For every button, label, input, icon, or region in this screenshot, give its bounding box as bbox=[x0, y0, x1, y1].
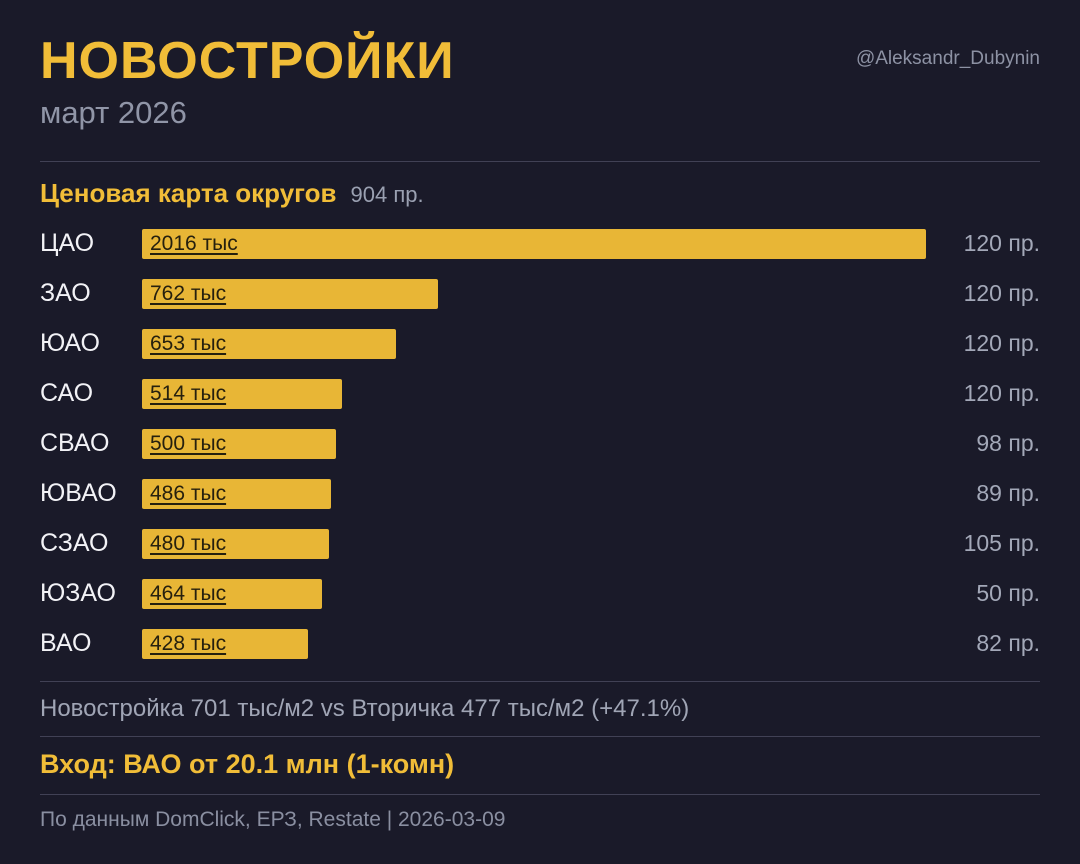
chart-row: САО 514 тыс 120 пр. bbox=[40, 369, 1040, 419]
price-bar: 653 тыс bbox=[142, 328, 396, 359]
offers-count: 105 пр. bbox=[963, 530, 1040, 557]
price-bar: 762 тыс bbox=[142, 278, 439, 309]
offers-count: 82 пр. bbox=[976, 630, 1040, 657]
price-bar: 500 тыс bbox=[142, 428, 337, 459]
bar-track: 762 тыс bbox=[142, 278, 926, 309]
offers-count: 120 пр. bbox=[963, 330, 1040, 357]
bar-track: 500 тыс bbox=[142, 428, 926, 459]
divider-chart-bottom bbox=[40, 680, 1040, 682]
chart-row: ВАО 428 тыс 82 пр. bbox=[40, 619, 1040, 669]
district-label: ЮАО bbox=[40, 329, 100, 358]
bar-value-label: 464 тыс bbox=[150, 581, 227, 605]
price-bar: 2016 тыс bbox=[142, 228, 926, 259]
section-offer-count: 904 пр. bbox=[350, 181, 424, 207]
market-comparison-line: Новостройка 701 тыс/м2 vs Вторичка 477 т… bbox=[40, 694, 690, 722]
district-label: ЮВАО bbox=[40, 479, 117, 508]
bar-value-label: 428 тыс bbox=[150, 631, 227, 655]
header: @Aleksandr_Dubynin НОВОСТРОЙКИ март 2026 bbox=[40, 34, 1040, 131]
district-label: СЗАО bbox=[40, 529, 109, 558]
chart-row: ЦАО 2016 тыс 120 пр. bbox=[40, 219, 1040, 269]
divider-comparison bbox=[40, 735, 1040, 737]
price-bar: 428 тыс bbox=[142, 628, 309, 659]
bar-value-label: 500 тыс bbox=[150, 431, 227, 455]
bar-value-label: 514 тыс bbox=[150, 381, 227, 405]
entry-price-line: Вход: ВАО от 20.1 млн (1-комн) bbox=[40, 748, 455, 779]
offers-count: 120 пр. bbox=[963, 280, 1040, 307]
bar-track: 480 тыс bbox=[142, 528, 926, 559]
price-bar: 480 тыс bbox=[142, 528, 329, 559]
bar-value-label: 486 тыс bbox=[150, 481, 227, 505]
offers-count: 50 пр. bbox=[976, 580, 1040, 607]
district-label: ЦАО bbox=[40, 229, 95, 258]
bar-value-label: 2016 тыс bbox=[150, 231, 238, 255]
district-label: ЗАО bbox=[40, 279, 91, 308]
chart-row: СЗАО 480 тыс 105 пр. bbox=[40, 519, 1040, 569]
district-label: СВАО bbox=[40, 429, 110, 458]
offers-count: 120 пр. bbox=[963, 380, 1040, 407]
price-bar: 486 тыс bbox=[142, 478, 331, 509]
bar-value-label: 762 тыс bbox=[150, 281, 227, 305]
bar-track: 428 тыс bbox=[142, 628, 926, 659]
bar-track: 486 тыс bbox=[142, 478, 926, 509]
bar-value-label: 480 тыс bbox=[150, 531, 227, 555]
district-label: ЮЗАО bbox=[40, 579, 116, 608]
bar-value-label: 653 тыс bbox=[150, 331, 227, 355]
page-subtitle: март 2026 bbox=[40, 94, 187, 130]
bar-track: 653 тыс bbox=[142, 328, 926, 359]
price-bar: 514 тыс bbox=[142, 378, 342, 409]
page-title: НОВОСТРОЙКИ bbox=[40, 32, 455, 90]
offers-count: 120 пр. bbox=[963, 230, 1040, 257]
district-label: САО bbox=[40, 379, 94, 408]
chart-row: ЮАО 653 тыс 120 пр. bbox=[40, 319, 1040, 369]
bar-track: 2016 тыс bbox=[142, 228, 926, 259]
divider-top bbox=[40, 160, 1040, 162]
offers-count: 98 пр. bbox=[976, 430, 1040, 457]
bar-track: 464 тыс bbox=[142, 578, 926, 609]
author-handle: @Aleksandr_Dubynin bbox=[855, 48, 1040, 69]
chart-row: ЮЗАО 464 тыс 50 пр. bbox=[40, 569, 1040, 619]
district-price-bar-chart: ЦАО 2016 тыс 120 пр. ЗАО 762 тыс 120 пр.… bbox=[40, 219, 1040, 669]
chart-row: ЗАО 762 тыс 120 пр. bbox=[40, 269, 1040, 319]
bar-track: 514 тыс bbox=[142, 378, 926, 409]
data-source-line: По данным DomClick, ЕРЗ, Restate | 2026-… bbox=[40, 807, 506, 831]
section-header: Ценовая карта округов 904 пр. bbox=[40, 178, 1040, 209]
chart-row: ЮВАО 486 тыс 89 пр. bbox=[40, 469, 1040, 519]
divider-entry bbox=[40, 793, 1040, 795]
offers-count: 89 пр. bbox=[976, 480, 1040, 507]
price-bar: 464 тыс bbox=[142, 578, 323, 609]
section-title: Ценовая карта округов bbox=[40, 177, 337, 208]
chart-row: СВАО 500 тыс 98 пр. bbox=[40, 419, 1040, 469]
district-label: ВАО bbox=[40, 629, 92, 658]
